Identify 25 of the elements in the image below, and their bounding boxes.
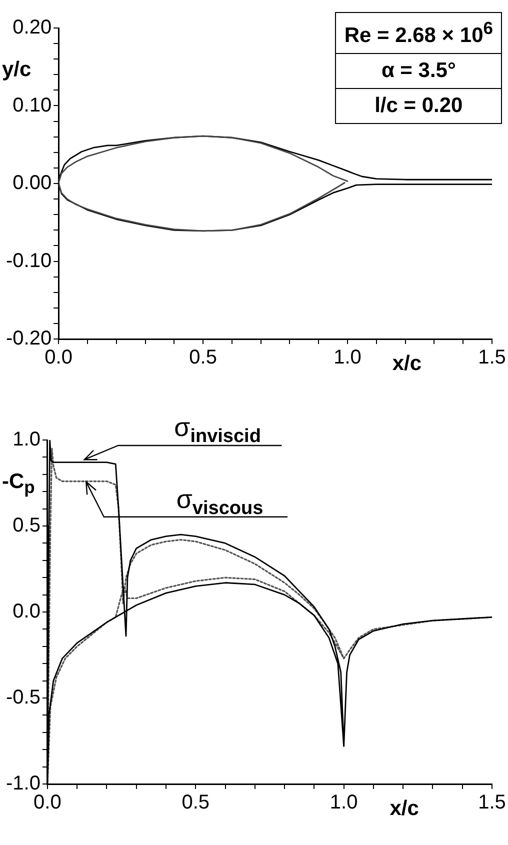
- y-tick-label: 0.00: [12, 172, 52, 194]
- y-tick-label: -0.10: [6, 250, 52, 272]
- y-axis-title: y/c: [2, 58, 32, 82]
- y-tick-label: -0.5: [6, 686, 40, 709]
- x-tick-label: 1.5: [478, 346, 506, 369]
- x-tick-label: 0.5: [189, 346, 217, 369]
- x-tick-label: 1.0: [330, 792, 358, 814]
- annotation: α = 3.5°: [336, 53, 501, 88]
- y-tick-label: 0.0: [12, 600, 40, 623]
- series-label: σ$_{viscous}$: [176, 484, 264, 520]
- y-tick-label: 0.10: [12, 94, 52, 116]
- text: σ$_{inviscid}$: [174, 412, 261, 448]
- x-axis-title: x/c: [392, 352, 422, 375]
- y-tick-label: -1.0: [6, 772, 40, 795]
- x-tick-label: 1.5: [478, 792, 506, 814]
- annotation: Re = 2.68 × 10$^{6}$: [343, 17, 494, 49]
- x-axis-title: x/c: [390, 797, 419, 820]
- info-box: Re = 2.68 × 10$^{6}$ α = 3.5° l/c = 0.20: [335, 12, 502, 124]
- x-tick-label: 0.5: [182, 792, 210, 814]
- x-tick-label: 1.0: [334, 346, 362, 369]
- annotation: l/c = 0.20: [336, 88, 501, 123]
- y-tick-label: 0.20: [12, 16, 52, 39]
- y-axis-title: -C$_{p}$: [2, 470, 35, 498]
- y-tick-label: 0.5: [12, 514, 40, 537]
- y-tick-label: 1.0: [12, 428, 40, 451]
